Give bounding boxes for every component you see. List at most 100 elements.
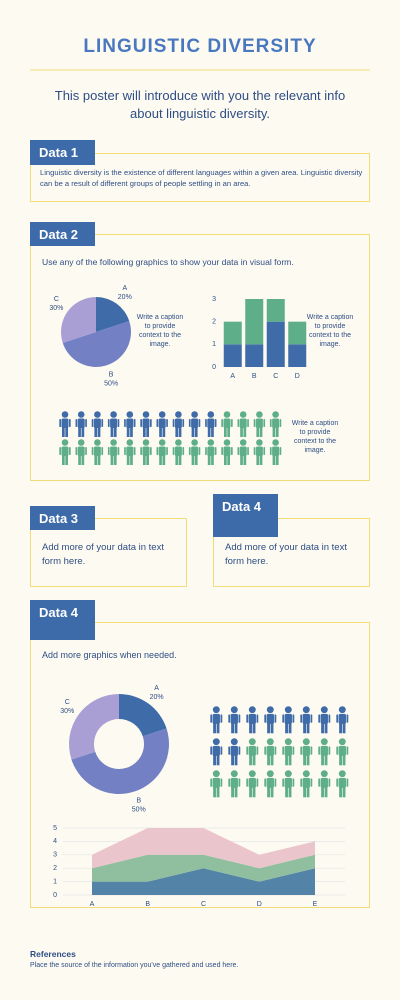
person-icon bbox=[282, 770, 295, 798]
icon-part bbox=[267, 786, 270, 798]
icon-part bbox=[252, 722, 256, 734]
icon-part bbox=[61, 446, 69, 456]
person-icon bbox=[253, 411, 266, 437]
icon-part bbox=[256, 778, 259, 787]
icon-part bbox=[264, 778, 267, 787]
icon-part bbox=[220, 714, 223, 723]
section-label: Data 4 bbox=[213, 494, 278, 537]
icon-part bbox=[146, 427, 149, 437]
icon-part bbox=[207, 411, 215, 418]
icon-part bbox=[275, 455, 279, 465]
icon-part bbox=[97, 427, 101, 437]
icon-part bbox=[214, 419, 217, 427]
icon-part bbox=[272, 427, 276, 437]
icon-part bbox=[142, 418, 150, 428]
icon-part bbox=[336, 714, 339, 723]
icon-part bbox=[150, 447, 152, 455]
icon-part bbox=[223, 439, 231, 446]
person-icon bbox=[336, 770, 349, 798]
person-icon bbox=[237, 411, 249, 437]
icon-part bbox=[248, 713, 256, 724]
icon-part bbox=[126, 411, 134, 418]
icon-part bbox=[101, 447, 104, 455]
icon-part bbox=[130, 455, 133, 465]
icon-part bbox=[191, 418, 199, 428]
bar bbox=[288, 321, 307, 345]
icon-part bbox=[270, 786, 274, 798]
icon-part bbox=[85, 447, 87, 455]
icon-part bbox=[143, 427, 146, 437]
icon-part bbox=[338, 738, 346, 746]
icon-part bbox=[143, 455, 146, 465]
slice bbox=[96, 297, 130, 332]
icon-part bbox=[221, 447, 223, 455]
bar bbox=[223, 344, 242, 367]
icon-part bbox=[274, 714, 277, 723]
person-icon bbox=[228, 738, 241, 766]
person-icon bbox=[172, 411, 185, 437]
icon-part bbox=[256, 439, 263, 446]
icon-part bbox=[146, 455, 149, 465]
icon-part bbox=[252, 786, 256, 798]
person-icon bbox=[156, 439, 168, 465]
icon-part bbox=[156, 419, 159, 427]
icon-part bbox=[269, 419, 272, 427]
icon-part bbox=[142, 411, 150, 418]
slice-category: C bbox=[65, 699, 70, 706]
icon-part bbox=[159, 455, 162, 465]
icon-part bbox=[259, 455, 263, 465]
person-icon bbox=[205, 439, 217, 465]
icon-part bbox=[264, 746, 267, 755]
box bbox=[30, 234, 370, 481]
section-label: Data 1 bbox=[30, 140, 95, 165]
person-icon bbox=[107, 439, 120, 465]
intro: This poster will introduce with you the … bbox=[54, 88, 346, 121]
icon-part bbox=[133, 447, 136, 455]
icon-part bbox=[252, 754, 256, 766]
icon-part bbox=[306, 722, 310, 734]
icon-part bbox=[228, 714, 231, 723]
icon-part bbox=[110, 455, 114, 465]
icon-part bbox=[231, 447, 233, 455]
y-tick-label: 4 bbox=[53, 838, 57, 845]
icon-part bbox=[284, 770, 292, 778]
icon-part bbox=[324, 786, 328, 798]
person-icon bbox=[269, 439, 282, 465]
icon-part bbox=[253, 419, 256, 427]
icon-part bbox=[321, 722, 324, 734]
icon-part bbox=[191, 455, 195, 465]
section-label: Data 2 bbox=[30, 222, 95, 246]
icon-part bbox=[228, 778, 231, 787]
icon-part bbox=[69, 419, 71, 427]
icon-part bbox=[110, 446, 118, 456]
icon-part bbox=[284, 745, 292, 756]
slice-label: 50% bbox=[104, 380, 118, 387]
icon-part bbox=[227, 427, 230, 437]
icon-part bbox=[248, 706, 256, 714]
references-title: References bbox=[30, 949, 76, 959]
icon-part bbox=[93, 418, 101, 428]
person-icon bbox=[140, 411, 152, 437]
icon-part bbox=[266, 777, 274, 788]
section-text: Use any of the following graphics to sho… bbox=[42, 257, 294, 267]
icon-part bbox=[248, 745, 256, 756]
icon-part bbox=[75, 419, 78, 427]
icon-part bbox=[124, 447, 126, 455]
icon-part bbox=[256, 746, 259, 755]
icon-part bbox=[256, 455, 260, 465]
person-icon bbox=[246, 738, 259, 766]
icon-part bbox=[124, 419, 126, 427]
person-icon bbox=[282, 738, 295, 766]
icon-part bbox=[220, 746, 223, 755]
icon-part bbox=[175, 427, 179, 437]
icon-part bbox=[255, 446, 263, 456]
icon-part bbox=[212, 706, 220, 714]
icon-part bbox=[214, 447, 217, 455]
icon-part bbox=[126, 439, 134, 446]
icon-part bbox=[191, 439, 198, 446]
slice-category: A bbox=[154, 685, 159, 692]
icon-part bbox=[126, 455, 130, 465]
icon-part bbox=[77, 439, 85, 446]
icon-part bbox=[272, 418, 280, 428]
x-tick-label: E bbox=[313, 901, 318, 908]
